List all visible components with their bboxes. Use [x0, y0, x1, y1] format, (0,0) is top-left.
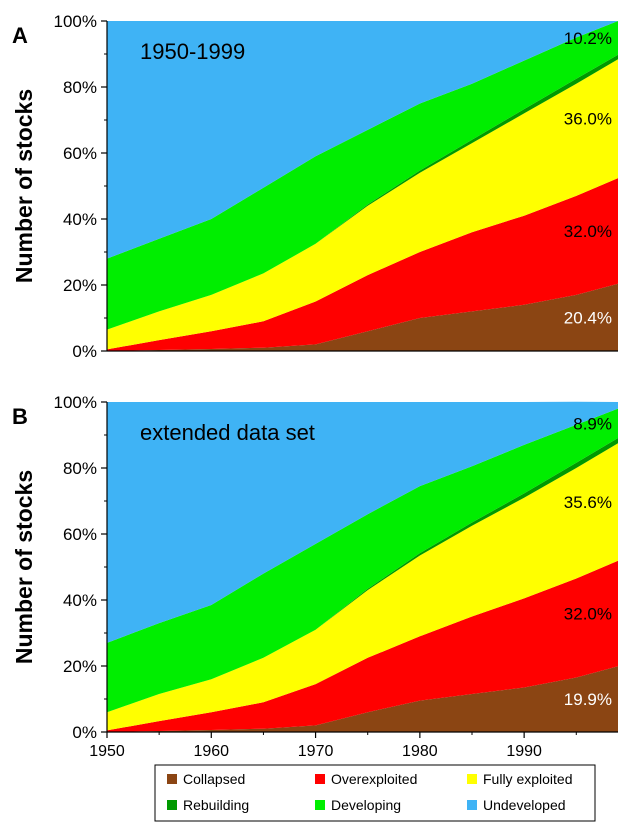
y-tick-label: 100%: [54, 393, 97, 412]
legend-label: Collapsed: [183, 771, 245, 787]
legend-label: Undeveloped: [483, 797, 566, 813]
legend-item: Overexploited: [315, 771, 417, 787]
value-label-developing: 8.9%: [573, 414, 612, 433]
legend-swatch: [167, 774, 177, 784]
y-tick-label: 40%: [63, 210, 97, 229]
legend-item: Rebuilding: [167, 797, 249, 813]
area-undeveloped: [107, 21, 618, 259]
panel-annotation: 1950-1999: [140, 39, 245, 64]
y-tick-label: 40%: [63, 591, 97, 610]
legend-item: Undeveloped: [467, 797, 566, 813]
area-fully-exploited: [107, 59, 618, 350]
y-tick-label: 0%: [72, 342, 97, 361]
area-overexploited: [107, 560, 618, 732]
value-label-overexploited: 32.0%: [564, 222, 612, 241]
y-tick-label: 20%: [63, 276, 97, 295]
legend-label: Rebuilding: [183, 797, 249, 813]
legend-label: Fully exploited: [483, 771, 573, 787]
legend-swatch: [167, 800, 177, 810]
legend-item: Fully exploited: [467, 771, 573, 787]
legend-swatch: [467, 800, 477, 810]
x-tick-label: 1960: [193, 743, 229, 760]
area-developing: [107, 21, 618, 330]
y-axis-title: Number of stocks: [11, 470, 37, 664]
y-tick-label: 20%: [63, 657, 97, 676]
y-tick-label: 80%: [63, 78, 97, 97]
area-overexploited: [107, 178, 618, 351]
shared-x-axis: 1950 1960 1970 1980 1990: [89, 732, 577, 760]
area-developing: [107, 408, 618, 713]
panel-letter: B: [12, 404, 28, 429]
value-label-fully-exploited: 35.6%: [564, 493, 612, 512]
x-tick-label: 1980: [402, 743, 438, 760]
area-fully-exploited: [107, 443, 618, 731]
legend-swatch: [315, 774, 325, 784]
y-tick-label: 60%: [63, 144, 97, 163]
area-undeveloped: [107, 401, 618, 643]
legend-label: Overexploited: [331, 771, 417, 787]
chart-panels: 0% 20% 40% 60% 80% 100% Number of stocks A 1950-…: [11, 12, 618, 742]
value-label-collapsed: 19.9%: [564, 690, 612, 709]
x-tick-label: 1970: [298, 743, 334, 760]
legend-swatch: [467, 774, 477, 784]
value-label-developing: 10.2%: [564, 29, 612, 48]
panel-letter: A: [12, 23, 28, 48]
y-tick-label: 100%: [54, 12, 97, 31]
value-label-fully-exploited: 36.0%: [564, 110, 612, 129]
area-collapsed: [107, 666, 618, 732]
legend-item: Collapsed: [167, 771, 245, 787]
legend: Collapsed Overexploited Fully exploited Reb…: [154, 764, 596, 822]
value-label-collapsed: 20.4%: [564, 308, 612, 327]
legend-swatch: [315, 800, 325, 810]
y-tick-label: 60%: [63, 525, 97, 544]
legend-box: [154, 764, 596, 822]
legend-label: Developing: [331, 797, 401, 813]
panel-annotation: extended data set: [140, 420, 315, 445]
x-tick-label: 1990: [506, 743, 542, 760]
y-tick-label: 80%: [63, 459, 97, 478]
panel-a: 0% 20% 40% 60% 80% 100% Number of stocks A 1950-…: [11, 12, 618, 361]
area-collapsed: [107, 283, 618, 351]
y-axis-title: Number of stocks: [11, 89, 37, 283]
x-tick-label: 1950: [89, 743, 125, 760]
legend-item: Developing: [315, 797, 401, 813]
value-label-overexploited: 32.0%: [564, 605, 612, 624]
y-tick-label: 0%: [72, 723, 97, 742]
panel-b: 0% 20% 40% 60% 80% 100% Number of stocks Bexten…: [11, 393, 618, 742]
